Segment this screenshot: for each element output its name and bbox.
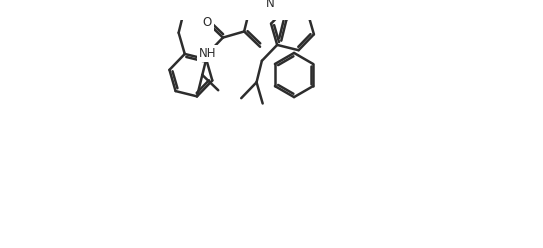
Text: NH: NH	[199, 47, 216, 60]
Text: N: N	[266, 0, 275, 10]
Text: O: O	[203, 16, 212, 29]
